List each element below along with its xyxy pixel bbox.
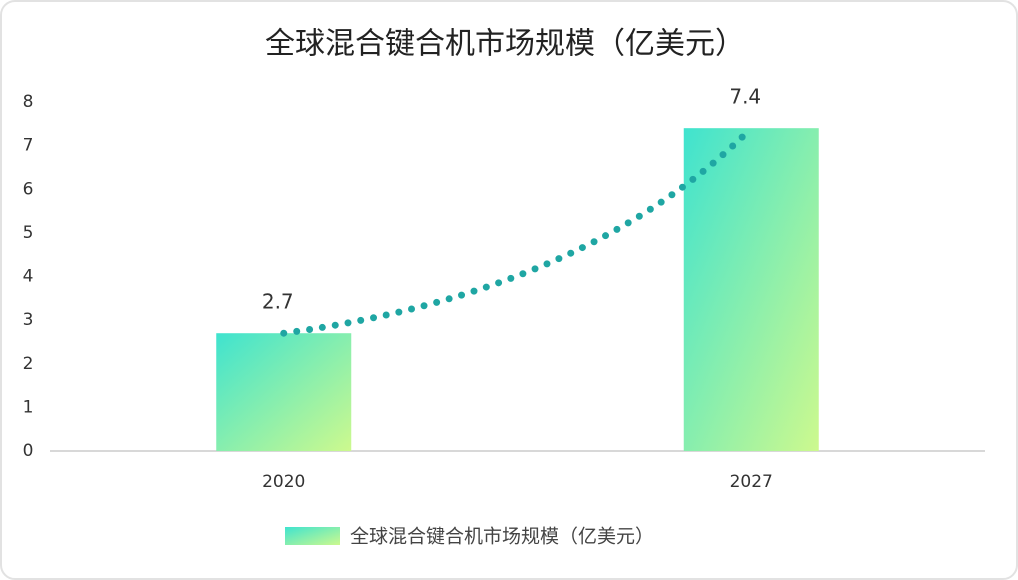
y-tick-label: 4 bbox=[23, 267, 34, 287]
data-label: 2.7 bbox=[262, 290, 294, 314]
y-tick-label: 0 bbox=[23, 441, 34, 461]
bar bbox=[683, 128, 819, 452]
x-tick-label: 2027 bbox=[730, 472, 773, 492]
x-tick-label: 2020 bbox=[262, 472, 305, 492]
y-tick-label: 1 bbox=[23, 397, 34, 417]
legend-label: 全球混合键合机市场规模（亿美元） bbox=[350, 526, 654, 548]
y-tick-label: 8 bbox=[23, 92, 34, 112]
y-tick-label: 7 bbox=[23, 136, 34, 156]
y-tick-label: 3 bbox=[23, 310, 34, 330]
legend-swatch bbox=[285, 527, 340, 545]
chart-title: 全球混合键合机市场规模（亿美元） bbox=[265, 27, 745, 62]
trend-line bbox=[280, 124, 755, 337]
y-tick-label: 5 bbox=[23, 223, 34, 243]
y-tick-label: 2 bbox=[23, 354, 34, 374]
bar bbox=[216, 333, 352, 451]
y-tick-label: 6 bbox=[23, 179, 34, 199]
data-label: 7.4 bbox=[729, 85, 761, 109]
